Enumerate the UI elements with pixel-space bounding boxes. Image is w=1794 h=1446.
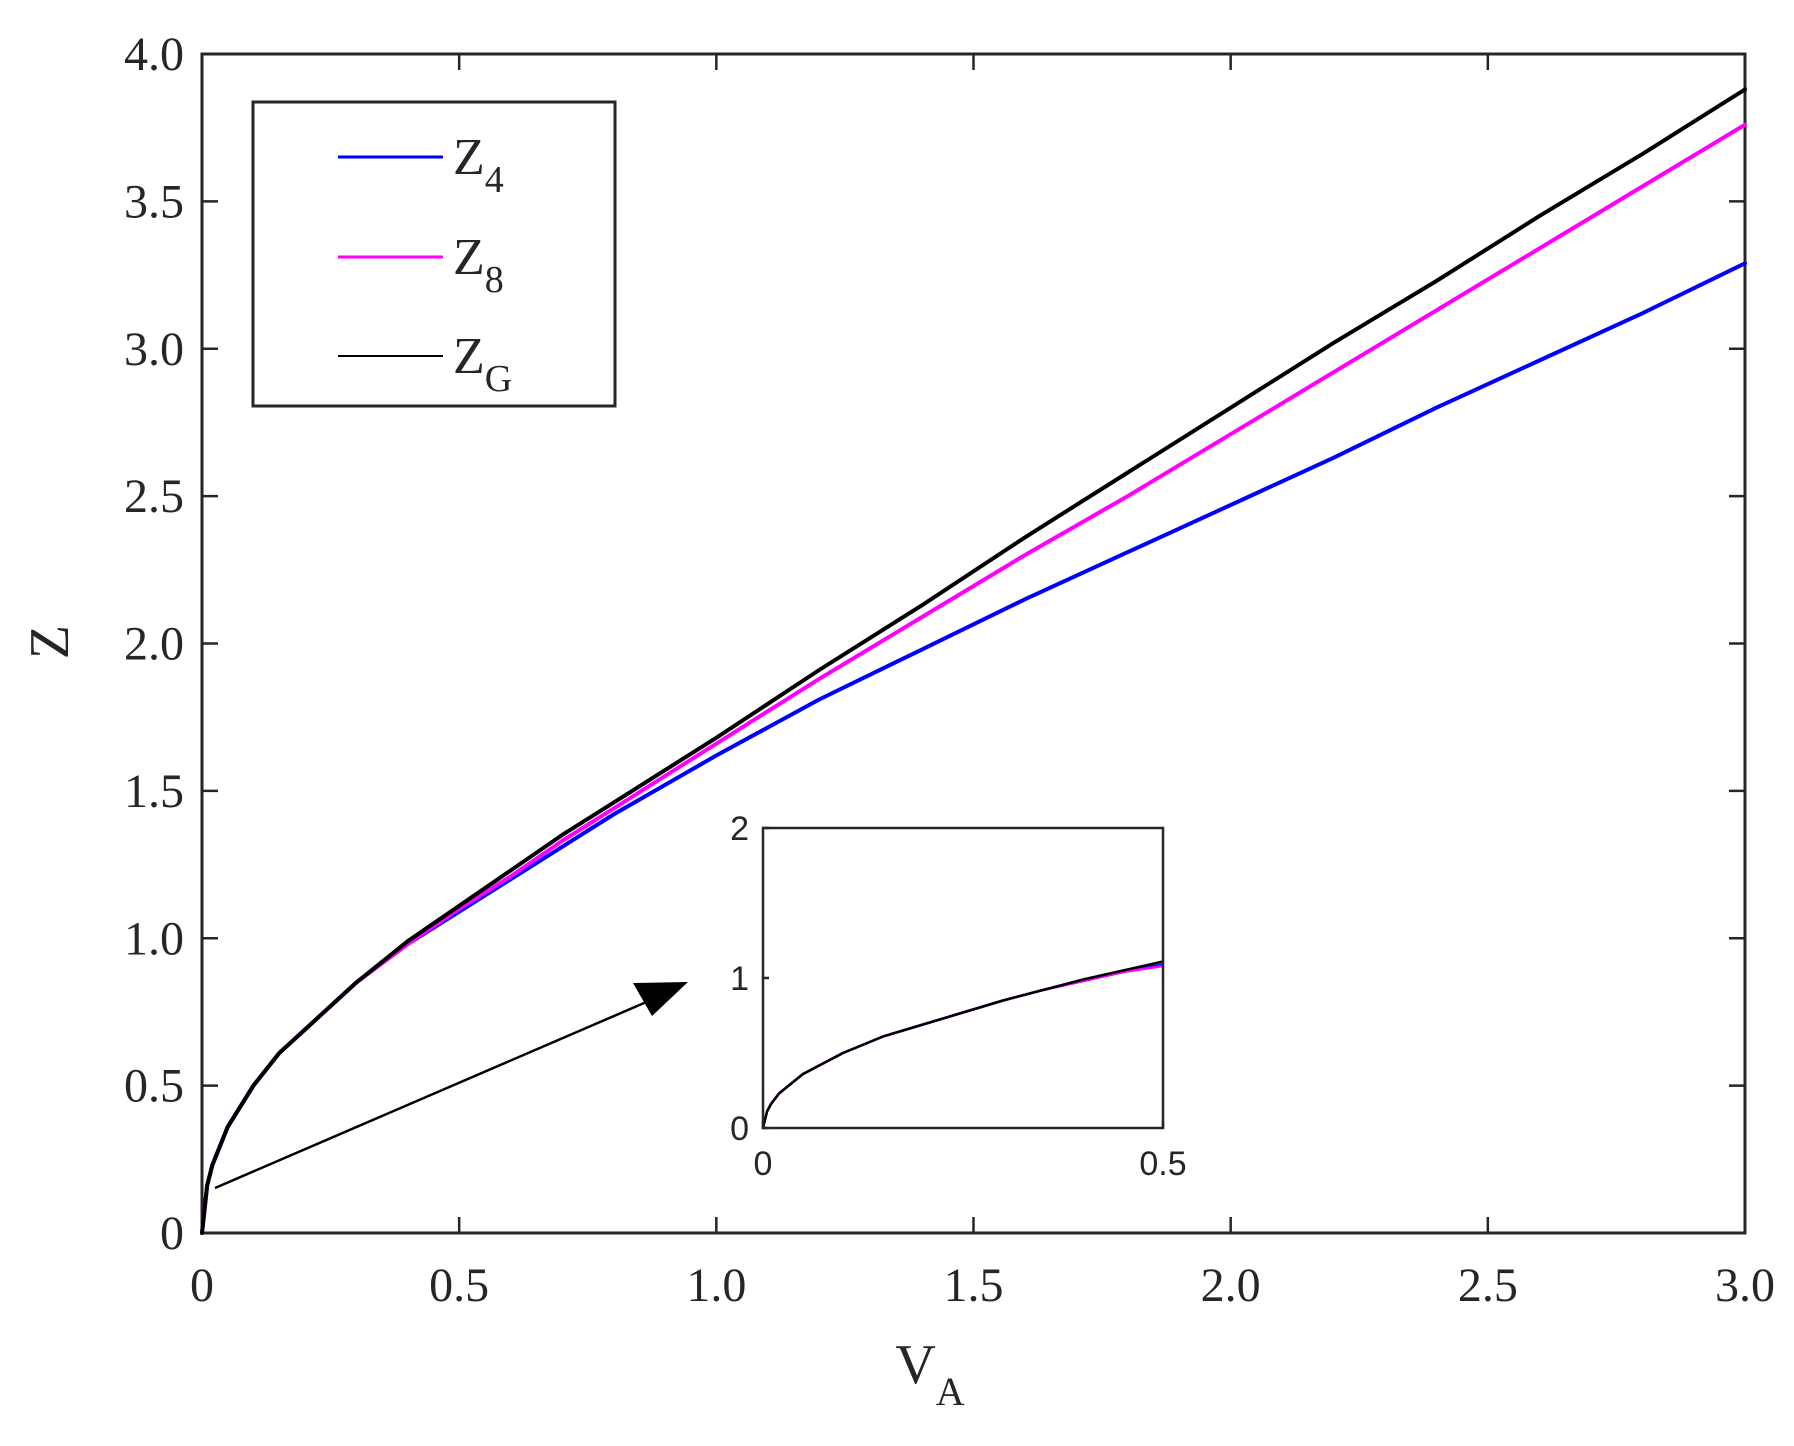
main-y-tick-label: 1.5 (124, 765, 184, 818)
main-y-tick-label: 2.5 (124, 470, 184, 523)
main-y-tick-label: 3.0 (124, 323, 184, 376)
y-axis-label: Z (19, 625, 81, 659)
main-ticks (200, 52, 1747, 1235)
inset-y-tick-label: 1 (730, 960, 749, 998)
legend-label-z8-main: Z (453, 229, 485, 286)
x-axis-label-sub: A (936, 1369, 965, 1414)
main-y-tick-label: 4.0 (124, 28, 184, 81)
main-x-tick-labels: 0 0.5 1.0 1.5 2.0 2.5 3.0 (190, 1259, 1775, 1312)
legend-label-z8: Z8 (453, 229, 504, 301)
x-axis-label: VA (895, 1334, 964, 1414)
main-series-line-2 (200, 87, 1747, 1235)
legend-label-z4: Z4 (453, 129, 504, 201)
inset-x-tick-labels: 0 0.5 (754, 1145, 1187, 1183)
x-axis-label-main: V (895, 1334, 935, 1396)
legend-box (251, 100, 617, 408)
main-x-tick-label: 0 (190, 1259, 214, 1312)
legend-label-z4-sub: 4 (485, 159, 504, 201)
main-x-tick-label: 2.0 (1201, 1259, 1261, 1312)
main-y-tick-label: 3.5 (124, 175, 184, 228)
legend-label-zg: ZG (453, 328, 512, 400)
main-x-tick-label: 3.0 (1715, 1259, 1775, 1312)
main-y-tick-label: 0 (160, 1207, 184, 1260)
legend-label-zg-main: Z (453, 328, 485, 385)
main-y-tick-label: 0.5 (124, 1060, 184, 1113)
inset-ticks (761, 826, 1165, 1130)
main-series-lines (200, 87, 1747, 1235)
main-x-tick-label: 0.5 (429, 1259, 489, 1312)
inset-y-tick-label: 2 (730, 810, 749, 848)
main-y-tick-label: 2.0 (124, 618, 184, 671)
main-y-tick-labels: 0 0.5 1.0 1.5 2.0 2.5 3.0 3.5 4.0 (124, 28, 184, 1260)
inset-y-tick-labels: 0 1 2 (730, 810, 749, 1148)
zoom-arrow-line (214, 992, 666, 1190)
main-y-tick-label: 1.0 (124, 912, 184, 965)
main-x-tick-label: 1.0 (686, 1259, 746, 1312)
inset-y-tick-label: 0 (730, 1110, 749, 1148)
main-x-tick-label: 1.5 (944, 1259, 1004, 1312)
legend-label-zg-sub: G (485, 358, 512, 400)
inset-x-tick-label: 0.5 (1139, 1145, 1186, 1183)
inset-background (763, 828, 1163, 1128)
zoom-arrowhead (633, 982, 688, 1016)
inset-series-lines (761, 960, 1165, 1130)
main-x-tick-label: 2.5 (1458, 1259, 1518, 1312)
legend-label-z4-main: Z (453, 129, 485, 186)
legend: Z4 Z8 ZG (251, 100, 617, 408)
inset-x-tick-label: 0 (754, 1145, 773, 1183)
legend-label-z8-sub: 8 (485, 259, 504, 301)
inset-series-line-2 (761, 960, 1165, 1130)
